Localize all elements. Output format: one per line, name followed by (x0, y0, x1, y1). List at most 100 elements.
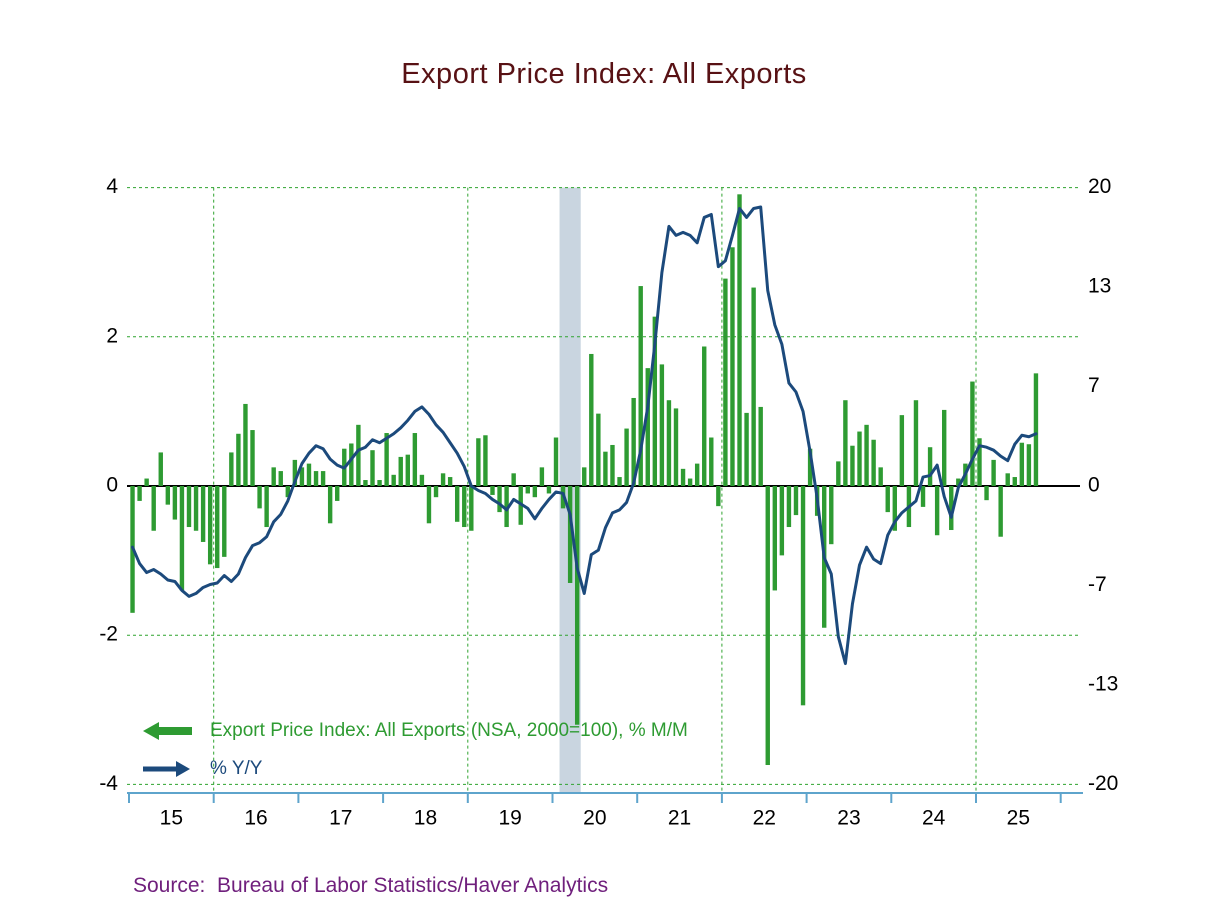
mm-bar (356, 424, 361, 486)
mm-bar (1005, 473, 1010, 486)
mm-bar (511, 473, 516, 486)
mm-bar (151, 486, 156, 531)
mm-bar (440, 473, 446, 486)
mm-bar (215, 486, 220, 569)
chart-title: Export Price Index: All Exports (401, 58, 807, 90)
mm-bar (504, 486, 509, 528)
mm-bar (829, 486, 834, 545)
mm-bar (278, 471, 283, 486)
mm-bar (596, 413, 601, 486)
mm-bar (800, 486, 806, 706)
mm-bar (589, 353, 594, 486)
legend: Export Price Index: All Exports (NSA, 20… (143, 712, 688, 788)
left-tick-label: -2 (99, 623, 118, 646)
legend-arrow-mm-box (143, 721, 193, 741)
legend-label-mm: Export Price Index: All Exports (NSA, 20… (210, 720, 688, 741)
mm-bar (673, 408, 679, 486)
mm-bar (363, 480, 368, 486)
mm-bar (977, 438, 982, 486)
mm-bar (193, 486, 199, 531)
mm-bar (680, 468, 686, 486)
mm-bar (539, 467, 545, 486)
mm-bar (984, 486, 989, 501)
mm-bar (920, 486, 926, 507)
mm-bar (716, 486, 721, 507)
left-tick-label: -4 (99, 772, 118, 795)
mm-bar (998, 486, 1003, 537)
mm-bar (327, 486, 333, 524)
right-tick-label: 13 (1088, 275, 1111, 298)
mm-bar (786, 486, 792, 528)
right-tick-label: 0 (1088, 474, 1100, 497)
mm-bar (582, 467, 587, 486)
mm-bar (405, 454, 410, 486)
right-tick-label: -7 (1088, 573, 1107, 596)
mm-bar (624, 428, 629, 486)
mm-bar (793, 486, 799, 516)
mm-bar (709, 437, 714, 486)
mm-bar (758, 406, 763, 486)
mm-bar (200, 486, 206, 542)
mm-bar (299, 467, 305, 486)
mm-bar (899, 415, 905, 486)
mm-bar (490, 486, 495, 495)
mm-bar (574, 486, 580, 725)
mm-bar (370, 450, 375, 486)
x-tick-label: 18 (414, 807, 437, 830)
mm-bar (892, 486, 897, 531)
mm-bar (476, 438, 481, 486)
mm-bar (257, 486, 262, 509)
mm-bar (723, 278, 728, 486)
mm-bar (137, 486, 142, 501)
mm-bar (264, 486, 269, 528)
mm-bar (384, 433, 389, 486)
mm-bar (603, 451, 608, 486)
mm-bar (320, 471, 326, 486)
mm-bar (454, 486, 460, 522)
right-tick-label: -20 (1088, 772, 1118, 795)
mm-bar (532, 486, 538, 498)
mm-bar (779, 486, 785, 556)
mm-bar (631, 397, 636, 486)
mm-bar (652, 316, 658, 486)
mm-bar (864, 424, 869, 486)
mm-bar (186, 486, 192, 528)
right-tick-label: 20 (1088, 175, 1111, 198)
mm-bar (553, 437, 559, 486)
mm-bar (412, 433, 418, 486)
mm-bar (313, 471, 319, 486)
mm-bar (426, 486, 432, 524)
right-arrow-icon (143, 761, 190, 777)
mm-bar (737, 194, 742, 486)
mm-bar (638, 286, 643, 486)
mm-bar (469, 486, 474, 531)
mm-bar (702, 346, 707, 486)
x-tick-label: 24 (922, 807, 946, 830)
x-tick-label: 22 (753, 807, 776, 830)
mm-bar (927, 447, 933, 486)
mm-bar (610, 444, 615, 486)
mm-bar (949, 486, 954, 531)
mm-bar (433, 486, 439, 498)
mm-bar (250, 430, 255, 486)
mm-bar (144, 478, 149, 486)
mm-bar (843, 400, 848, 486)
legend-row-mm: Export Price Index: All Exports (NSA, 20… (143, 712, 688, 750)
mm-bar (306, 463, 312, 486)
mm-bar (447, 477, 453, 486)
mm-bar (885, 486, 890, 513)
x-tick-label: 21 (668, 807, 691, 830)
mm-bar (236, 433, 241, 486)
mm-bar (666, 400, 672, 486)
mm-bar (871, 439, 876, 486)
mm-bar (292, 459, 298, 486)
x-tick-label: 15 (160, 807, 183, 830)
mm-bar (934, 486, 940, 536)
left-tick-label: 2 (106, 324, 118, 347)
mm-bar (836, 461, 841, 486)
mm-bar (285, 486, 291, 498)
mm-bar (525, 486, 530, 494)
mm-bar (179, 486, 185, 591)
